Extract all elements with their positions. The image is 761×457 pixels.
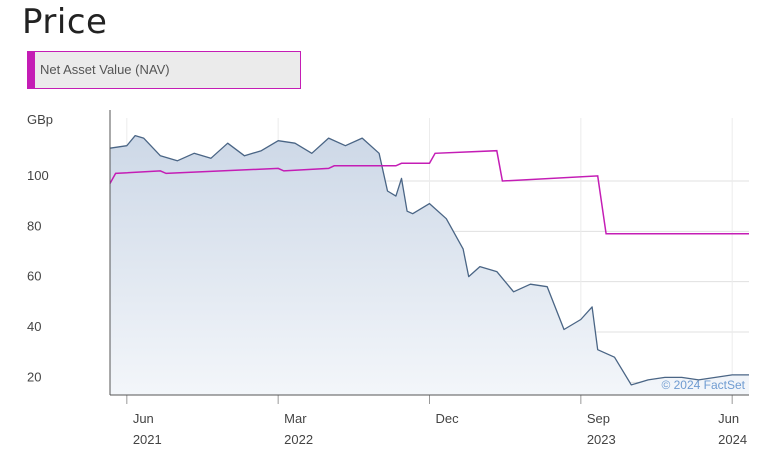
price-line (109, 134, 749, 386)
x-tick-month: Jun (718, 411, 739, 426)
chart-title: Price (22, 2, 108, 42)
y-tick-label: 40 (27, 319, 41, 334)
x-tick-month: Mar (284, 411, 307, 426)
legend-label: Net Asset Value (NAV) (40, 62, 170, 77)
x-tick-year: 2022 (284, 432, 313, 447)
x-tick-year: 2023 (587, 432, 616, 447)
nav-line (109, 149, 749, 235)
y-tick-label: 60 (27, 269, 41, 284)
factset-credit: © 2024 FactSet (661, 378, 745, 392)
y-axis-label: GBp (27, 112, 53, 127)
y-tick-label: 80 (27, 218, 41, 233)
x-tick-month: Jun (133, 411, 154, 426)
y-tick-label: 100 (27, 168, 49, 183)
y-tick-label: 20 (27, 369, 41, 384)
legend-swatch (28, 52, 35, 88)
legend-nav[interactable]: Net Asset Value (NAV) (27, 51, 301, 89)
x-tick-year: 2024 (718, 432, 747, 447)
x-tick-month: Dec (436, 411, 460, 426)
x-tick-year: 2021 (133, 432, 162, 447)
x-tick-month: Sep (587, 411, 610, 426)
price-area (110, 135, 749, 395)
